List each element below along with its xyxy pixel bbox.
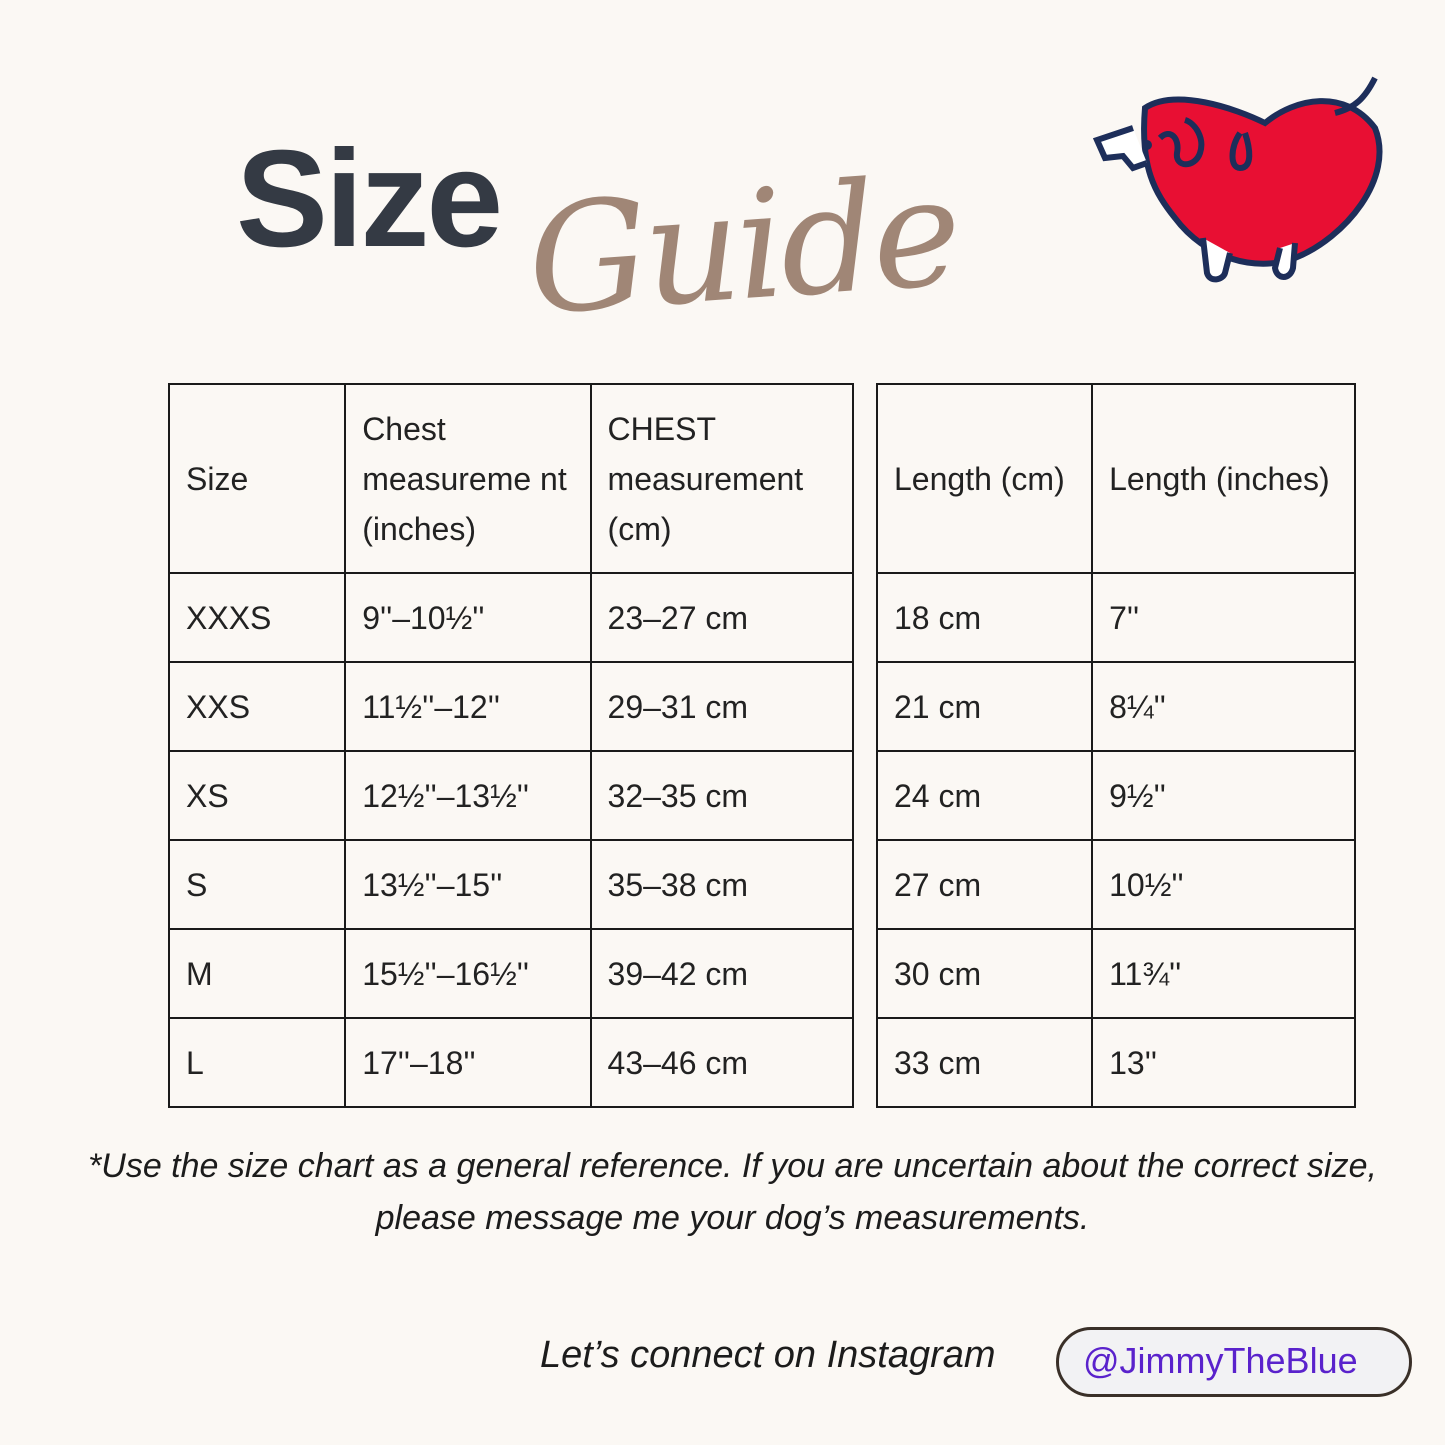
cell: 17''–18'' xyxy=(344,1017,592,1108)
table-row: 30 cm 11¾'' xyxy=(875,928,1356,1019)
cell: 18 cm xyxy=(875,572,1094,663)
header-chest-cm: CHEST measurement (cm) xyxy=(589,383,855,574)
cell: 7'' xyxy=(1091,572,1356,663)
cell: XXS xyxy=(167,661,347,752)
table-row: S 13½''–15'' 35–38 cm xyxy=(167,839,855,930)
table-row: 27 cm 10½'' xyxy=(875,839,1356,930)
table-row: M 15½''–16½'' 39–42 cm xyxy=(167,928,855,1019)
cell: 35–38 cm xyxy=(589,839,855,930)
cell: S xyxy=(167,839,347,930)
cell: 9½'' xyxy=(1091,750,1356,841)
cell: 32–35 cm xyxy=(589,750,855,841)
cell: 27 cm xyxy=(875,839,1094,930)
table-header-row: Size Chest measureme nt (inches) CHEST m… xyxy=(167,383,855,574)
title-size: Size xyxy=(236,122,503,276)
size-chart-note: *Use the size chart as a general referen… xyxy=(88,1147,1377,1237)
cell: 10½'' xyxy=(1091,839,1356,930)
table-row: L 17''–18'' 43–46 cm xyxy=(167,1017,855,1108)
header-length-cm: Length (cm) xyxy=(875,383,1094,574)
table-row: 21 cm 8¼'' xyxy=(875,661,1356,752)
cell: 11¾'' xyxy=(1091,928,1356,1019)
header-length-inches: Length (inches) xyxy=(1091,383,1356,574)
cell: 21 cm xyxy=(875,661,1094,752)
cell: 11½''–12'' xyxy=(344,661,592,752)
cell: 39–42 cm xyxy=(589,928,855,1019)
cell: 29–31 cm xyxy=(589,661,855,752)
cell: 15½''–16½'' xyxy=(344,928,592,1019)
connect-text: Let’s connect on Instagram xyxy=(540,1334,996,1376)
header-size: Size xyxy=(167,383,347,574)
cell: 8¼'' xyxy=(1091,661,1356,752)
cell: 23–27 cm xyxy=(589,572,855,663)
cell: 43–46 cm xyxy=(589,1017,855,1108)
table-row: XXXS 9''–10½'' 23–27 cm xyxy=(167,572,855,663)
instagram-handle-link[interactable]: @JimmyTheBlue xyxy=(1056,1327,1412,1397)
table-row: XS 12½''–13½'' 32–35 cm xyxy=(167,750,855,841)
cell: XXXS xyxy=(167,572,347,663)
table-row: 33 cm 13'' xyxy=(875,1017,1356,1108)
table-row: 18 cm 7'' xyxy=(875,572,1356,663)
table-header-row: Length (cm) Length (inches) xyxy=(875,383,1356,574)
heart-dog-logo-icon xyxy=(1092,76,1383,283)
cell: 12½''–13½'' xyxy=(344,750,592,841)
cell: 33 cm xyxy=(875,1017,1094,1108)
cell: XS xyxy=(167,750,347,841)
cell: 30 cm xyxy=(875,928,1094,1019)
cell: M xyxy=(167,928,347,1019)
title-guide: Guide xyxy=(522,145,963,349)
cell: 13'' xyxy=(1091,1017,1356,1108)
table-row: XXS 11½''–12'' 29–31 cm xyxy=(167,661,855,752)
cell: 9''–10½'' xyxy=(344,572,592,663)
header-chest-inches: Chest measureme nt (inches) xyxy=(344,383,592,574)
length-size-table: Length (cm) Length (inches) 18 cm 7'' 21 … xyxy=(875,383,1356,1108)
table-row: 24 cm 9½'' xyxy=(875,750,1356,841)
cell: 24 cm xyxy=(875,750,1094,841)
cell: L xyxy=(167,1017,347,1108)
chest-size-table: Size Chest measureme nt (inches) CHEST m… xyxy=(167,383,855,1108)
instagram-handle: @JimmyTheBlue xyxy=(1083,1340,1358,1381)
cell: 13½''–15'' xyxy=(344,839,592,930)
